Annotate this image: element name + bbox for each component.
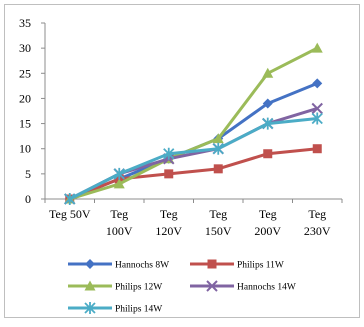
- data-point: [163, 147, 175, 160]
- y-tick-label: 20: [19, 91, 31, 105]
- marker-asterisk: [64, 193, 76, 205]
- marker-x: [311, 102, 323, 115]
- marker-triangle: [262, 67, 274, 78]
- marker-triangle: [84, 280, 96, 291]
- legend-label: Philips 12W: [115, 283, 162, 293]
- series-line: [69, 147, 318, 201]
- x-tick-label-line: Teg: [160, 207, 178, 221]
- legend-label: Hannochs 14W: [237, 283, 296, 293]
- marker-diamond: [262, 98, 273, 109]
- x-tick-label-line: Teg 50V: [49, 207, 91, 221]
- marker-triangle: [212, 133, 224, 144]
- legend-label: Philips 14W: [115, 305, 162, 315]
- data-point: [113, 178, 125, 189]
- marker-asterisk: [212, 142, 224, 155]
- series-line: [69, 46, 318, 201]
- axes: 0 5 10 15 20 25 30 35 Teg 50V Teg 100V Teg 120V Teg 15…: [19, 16, 343, 238]
- legend-marker: [206, 280, 218, 292]
- x-tick-label: Teg 120V: [155, 207, 182, 238]
- marker-square: [207, 259, 217, 269]
- data-point: [263, 149, 273, 159]
- legend-item: Philips 12W: [68, 280, 162, 293]
- x-tick-label-line: 200V: [254, 224, 281, 238]
- x-tick-label-line: 100V: [106, 224, 133, 238]
- x-tick-label-line: 230V: [304, 224, 331, 238]
- marker-square: [312, 144, 322, 154]
- marker-asterisk: [163, 147, 175, 160]
- marker-diamond: [85, 259, 95, 269]
- marker-square: [263, 149, 273, 159]
- data-point: [311, 42, 323, 53]
- x-tick-label: Teg 150V: [205, 207, 232, 238]
- y-tick-label: 15: [19, 117, 31, 131]
- data-point: [212, 133, 224, 144]
- y-tick-label: 10: [19, 142, 31, 156]
- x-tick-label-line: Teg: [110, 207, 128, 221]
- data-point: [312, 144, 322, 154]
- legend-label: Hannochs 8W: [115, 261, 169, 271]
- legend-item: Philips 11W: [190, 259, 284, 271]
- marker-diamond: [312, 78, 323, 89]
- data-point: [262, 98, 273, 109]
- series-line: [69, 117, 318, 201]
- data-point: [212, 142, 224, 155]
- marker-square: [164, 169, 174, 179]
- x-tick-label-line: Teg: [259, 207, 277, 221]
- data-point: [262, 67, 274, 78]
- y-tick-label: 5: [25, 167, 31, 181]
- x-tick-label: Teg 200V: [254, 207, 281, 238]
- x-tick-label-line: Teg: [209, 207, 227, 221]
- legend-marker: [207, 259, 217, 269]
- marker-triangle: [311, 42, 323, 53]
- x-tick-label: Teg 50V: [49, 207, 91, 221]
- marker-asterisk: [113, 167, 125, 180]
- data-point: [113, 167, 125, 180]
- x-tick-label-line: Teg: [308, 207, 326, 221]
- data-point: [311, 112, 323, 125]
- x-tick-label-line: 120V: [155, 224, 182, 238]
- data-point: [312, 78, 323, 89]
- legend-marker: [84, 280, 96, 291]
- x-tick-label-line: 150V: [205, 224, 232, 238]
- data-point: [311, 102, 323, 115]
- legend-label: Philips 11W: [237, 261, 284, 271]
- x-tick-label: Teg 230V: [304, 207, 331, 238]
- legend-item: Hannochs 8W: [68, 259, 169, 271]
- data-point: [262, 117, 274, 130]
- y-tick-label: 25: [19, 66, 31, 80]
- y-tick-label: 35: [19, 16, 31, 30]
- y-tick-label: 0: [25, 192, 31, 206]
- legend-item: Philips 14W: [68, 302, 162, 315]
- data-point: [64, 193, 76, 205]
- marker-square: [213, 164, 223, 174]
- legend-marker: [85, 259, 95, 269]
- series-layer: [64, 42, 323, 205]
- data-point: [213, 164, 223, 174]
- legend: Hannochs 8W Philips 11W Philips 12W Hannoch…: [68, 259, 296, 315]
- data-point: [164, 169, 174, 179]
- marker-triangle: [113, 178, 125, 189]
- y-tick-label: 30: [19, 41, 31, 55]
- legend-item: Hannochs 14W: [190, 280, 296, 293]
- marker-asterisk: [84, 302, 96, 314]
- chart-border: [4, 4, 360, 318]
- marker-asterisk: [311, 112, 323, 125]
- x-tick-label: Teg 100V: [106, 207, 133, 238]
- marker-x: [206, 280, 218, 292]
- legend-marker: [84, 302, 96, 314]
- marker-asterisk: [262, 117, 274, 130]
- series-philips-14w: [64, 112, 323, 205]
